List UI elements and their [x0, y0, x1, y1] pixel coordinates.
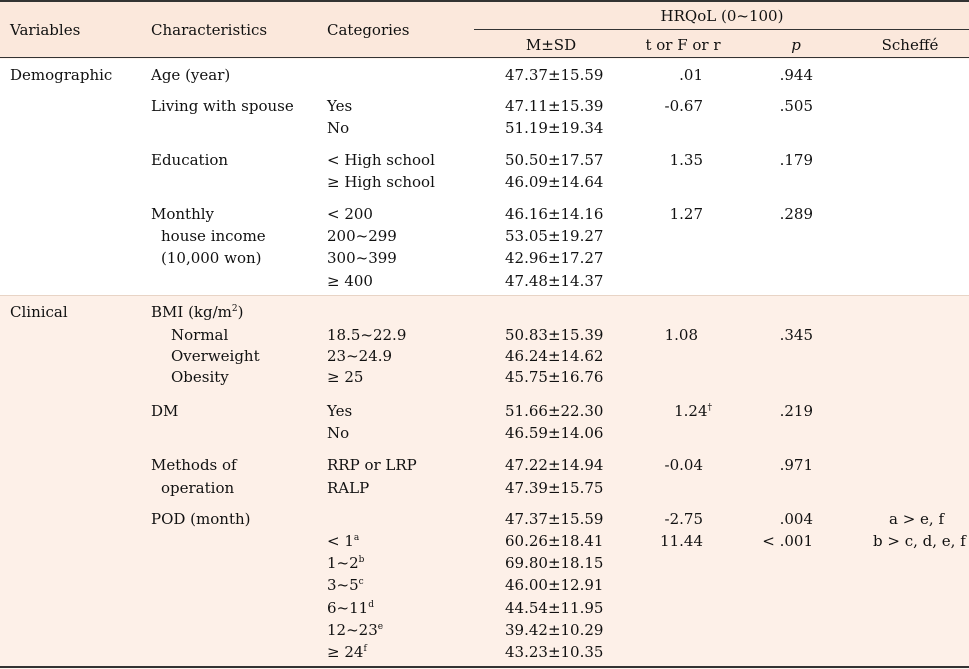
char-pod: POD (month) — [151, 510, 251, 528]
char-income-line3: (10,000 won) — [161, 249, 262, 267]
header-hrqol: HRQoL (0~100) — [660, 7, 784, 25]
bmi-sub: Overweight — [171, 347, 260, 365]
stat-cell: 1.35 — [669, 151, 703, 169]
category-cell: RALP — [327, 479, 370, 497]
category-cell: < High school — [327, 151, 435, 169]
p-cell: .219 — [779, 402, 813, 420]
msd-cell: 51.19±19.34 — [505, 119, 604, 137]
p-cell: .345 — [779, 326, 813, 344]
msd-cell: 46.00±12.91 — [505, 576, 604, 594]
msd-cell: 43.23±10.35 — [505, 643, 604, 661]
header-categories: Categories — [327, 21, 410, 39]
msd-cell: 47.39±15.75 — [505, 479, 604, 497]
scheffe-cell: a > e, f — [889, 510, 945, 528]
p-cell: .505 — [779, 97, 813, 115]
category-cell: < 1a — [327, 532, 360, 550]
category-cell: ≥ 400 — [327, 272, 373, 290]
category-cell: ≥ High school — [327, 173, 435, 191]
char-dm: DM — [151, 402, 179, 420]
stat-cell: 1.24† — [674, 402, 712, 420]
category-cell: No — [327, 119, 350, 137]
msd-cell: 42.96±17.27 — [505, 249, 604, 267]
p-cell: .289 — [779, 205, 813, 223]
msd-cell: 47.48±14.37 — [505, 272, 604, 290]
header-msd: M±SD — [525, 36, 577, 54]
char-income: Monthly — [151, 205, 215, 223]
category-cell: < 200 — [327, 205, 373, 223]
msd-cell: 60.26±18.41 — [505, 532, 604, 550]
header-bottom-rule — [0, 57, 969, 58]
p-cell: .179 — [779, 151, 813, 169]
msd-cell: 53.05±19.27 — [505, 227, 604, 245]
msd-cell: 47.22±14.94 — [505, 456, 604, 474]
header-variables: Variables — [10, 21, 81, 39]
p-cell: .004 — [779, 510, 813, 528]
msd-cell: 51.66±22.30 — [505, 402, 604, 420]
msd-cell: 39.42±10.29 — [505, 621, 604, 639]
msd-cell: 50.83±15.39 — [505, 326, 604, 344]
bmi-sub: Normal — [171, 326, 229, 344]
bottom-rule — [0, 666, 969, 668]
char-spouse: Living with spouse — [151, 97, 294, 115]
stat-cell: -0.04 — [664, 456, 703, 474]
variable-demographic: Demographic — [10, 66, 113, 84]
demographic-section-band — [0, 59, 969, 295]
p-cell: .944 — [779, 66, 813, 84]
stat-cell: 1.08 — [664, 326, 698, 344]
category-cell: ≥ 25 — [327, 368, 364, 386]
msd-cell: 46.24±14.62 — [505, 347, 604, 365]
variable-clinical: Clinical — [10, 303, 68, 321]
char-methods: Methods of — [151, 456, 237, 474]
char-methods-line2: operation — [161, 479, 235, 497]
msd-cell: 69.80±18.15 — [505, 554, 604, 572]
category-cell: 18.5~22.9 — [327, 326, 407, 344]
category-cell: No — [327, 424, 350, 442]
top-rule — [0, 0, 969, 2]
header-characteristics: Characteristics — [151, 21, 268, 39]
category-cell: 6~11d — [327, 599, 374, 617]
scheffe-cell: b > c, d, e, f — [873, 532, 966, 550]
category-cell: Yes — [327, 97, 353, 115]
category-cell: 3~5c — [327, 576, 364, 594]
msd-cell: 46.59±14.06 — [505, 424, 604, 442]
msd-cell: 47.37±15.59 — [505, 66, 604, 84]
char-education: Education — [151, 151, 229, 169]
category-cell: 300~399 — [327, 249, 397, 267]
category-cell: Yes — [327, 402, 353, 420]
stat-cell: -0.67 — [664, 97, 703, 115]
msd-cell: 47.37±15.59 — [505, 510, 604, 528]
category-cell: 23~24.9 — [327, 347, 393, 365]
msd-cell: 45.75±16.76 — [505, 368, 604, 386]
char-income-line2: house income — [161, 227, 266, 245]
stat-cell: 11.44 — [660, 532, 703, 550]
bmi-sub: Obesity — [171, 368, 229, 386]
category-cell: RRP or LRP — [327, 456, 417, 474]
msd-cell: 47.11±15.39 — [505, 97, 604, 115]
category-cell: 1~2b — [327, 554, 365, 572]
p-cell: < .001 — [762, 532, 813, 550]
msd-cell: 44.54±11.95 — [505, 599, 604, 617]
category-cell: ≥ 24f — [327, 643, 367, 661]
stat-cell: .01 — [679, 66, 703, 84]
header-scheffe: Scheffé — [881, 36, 939, 54]
char-bmi: BMI (kg/m2) — [151, 303, 244, 321]
category-cell: 12~23e — [327, 621, 384, 639]
msd-cell: 50.50±17.57 — [505, 151, 604, 169]
header-p: p — [791, 36, 801, 54]
stat-cell: -2.75 — [664, 510, 703, 528]
header-stat: t or F or r — [645, 36, 721, 54]
hrqol-rule — [474, 29, 969, 30]
stat-cell: 1.27 — [669, 205, 703, 223]
clinical-section-band — [0, 296, 969, 666]
category-cell: 200~299 — [327, 227, 397, 245]
msd-cell: 46.16±14.16 — [505, 205, 604, 223]
char-age: Age (year) — [151, 66, 231, 84]
msd-cell: 46.09±14.64 — [505, 173, 604, 191]
section-divider — [0, 295, 969, 296]
p-cell: .971 — [779, 456, 813, 474]
